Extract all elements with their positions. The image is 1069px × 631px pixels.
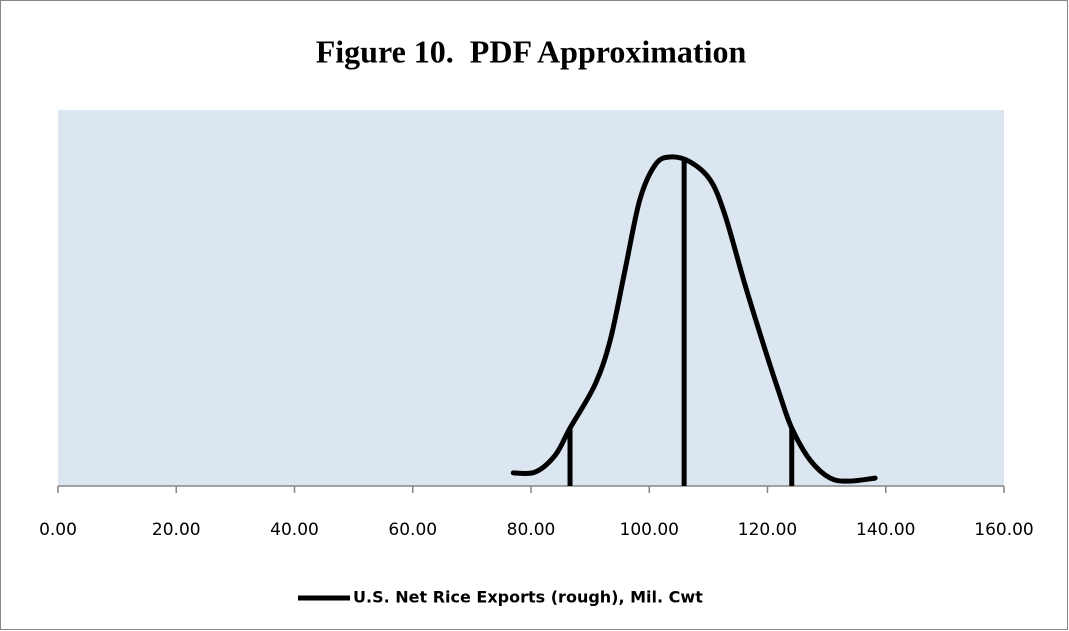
- x-tick-label: 20.00: [152, 520, 201, 540]
- x-tick-label: 60.00: [388, 520, 437, 540]
- x-tick-label: 100.00: [620, 520, 679, 540]
- x-tick-label: 0.00: [39, 520, 77, 540]
- pdf-line: [510, 154, 878, 484]
- chart-title: Figure 10. PDF Approximation: [316, 33, 747, 69]
- x-tick-label: 80.00: [507, 520, 556, 540]
- x-tick-label: 120.00: [738, 520, 797, 540]
- x-tick-label: 40.00: [270, 520, 319, 540]
- legend-label: U.S. Net Rice Exports (rough), Mil. Cwt: [353, 588, 703, 607]
- x-tick-label: 140.00: [856, 520, 915, 540]
- x-tick-label: 160.00: [974, 520, 1033, 540]
- plot-area: [58, 110, 1004, 486]
